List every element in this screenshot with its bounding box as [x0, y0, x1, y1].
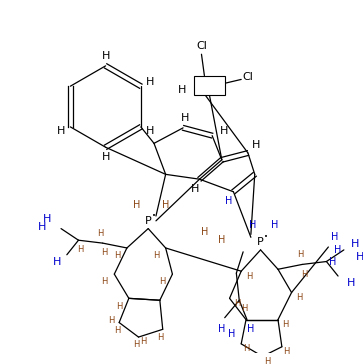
Text: H: H [329, 257, 336, 266]
Text: H: H [201, 228, 208, 237]
Text: H: H [241, 304, 247, 313]
Text: H: H [181, 113, 189, 123]
Text: H: H [234, 299, 241, 308]
Text: •: • [264, 234, 268, 240]
Text: P: P [257, 237, 264, 247]
Text: H: H [301, 270, 307, 278]
Text: H: H [218, 235, 225, 245]
Text: H: H [108, 316, 115, 325]
Text: H: H [140, 337, 147, 347]
Text: H: H [133, 200, 140, 210]
Text: Cl: Cl [242, 72, 253, 83]
Text: H: H [218, 324, 225, 334]
Text: H: H [98, 229, 104, 238]
Text: H: H [297, 250, 303, 259]
Text: H: H [153, 251, 159, 260]
Text: H: H [351, 239, 360, 249]
Text: H: H [246, 272, 252, 281]
Text: H: H [101, 248, 108, 257]
Text: H: H [114, 251, 121, 260]
Text: H: H [346, 278, 355, 288]
Text: H: H [37, 222, 46, 232]
Text: H: H [228, 329, 235, 339]
Text: H: H [282, 320, 289, 329]
Text: H: H [57, 126, 65, 136]
Text: H: H [178, 85, 186, 95]
FancyBboxPatch shape [194, 76, 225, 95]
Text: H: H [296, 293, 302, 302]
Text: H: H [284, 347, 290, 356]
Text: H: H [133, 340, 140, 349]
Text: H: H [225, 197, 232, 206]
Text: H: H [220, 126, 228, 136]
Text: H: H [160, 277, 166, 286]
Text: •: • [152, 213, 156, 219]
Text: H: H [162, 200, 169, 210]
Text: H: H [264, 357, 270, 364]
Text: Ru: Ru [202, 80, 216, 90]
Text: H: H [101, 277, 108, 286]
Text: H: H [114, 326, 121, 335]
Text: H: H [247, 324, 254, 334]
Text: H: H [356, 252, 363, 262]
Text: H: H [334, 245, 342, 255]
Text: H: H [191, 184, 199, 194]
Text: H: H [101, 152, 110, 162]
Text: H: H [77, 245, 83, 254]
Text: H: H [146, 126, 155, 136]
Text: H: H [146, 77, 155, 87]
Text: P: P [145, 216, 152, 226]
Text: H: H [101, 51, 110, 61]
Text: Cl: Cl [196, 41, 207, 51]
Text: H: H [158, 333, 164, 341]
Text: H: H [252, 140, 260, 150]
Text: H: H [53, 257, 61, 266]
Text: H: H [249, 220, 257, 230]
Text: H: H [272, 220, 279, 230]
Text: H: H [243, 344, 249, 353]
Text: H: H [116, 302, 122, 310]
Text: H: H [43, 214, 52, 224]
Text: H: H [331, 232, 339, 242]
